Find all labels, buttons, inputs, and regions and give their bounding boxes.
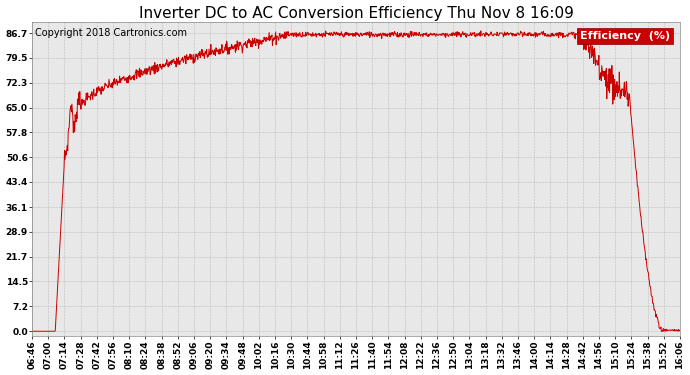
Text: Copyright 2018 Cartronics.com: Copyright 2018 Cartronics.com: [35, 28, 188, 38]
Title: Inverter DC to AC Conversion Efficiency Thu Nov 8 16:09: Inverter DC to AC Conversion Efficiency …: [139, 6, 573, 21]
Text: Efficiency  (%): Efficiency (%): [580, 31, 670, 41]
